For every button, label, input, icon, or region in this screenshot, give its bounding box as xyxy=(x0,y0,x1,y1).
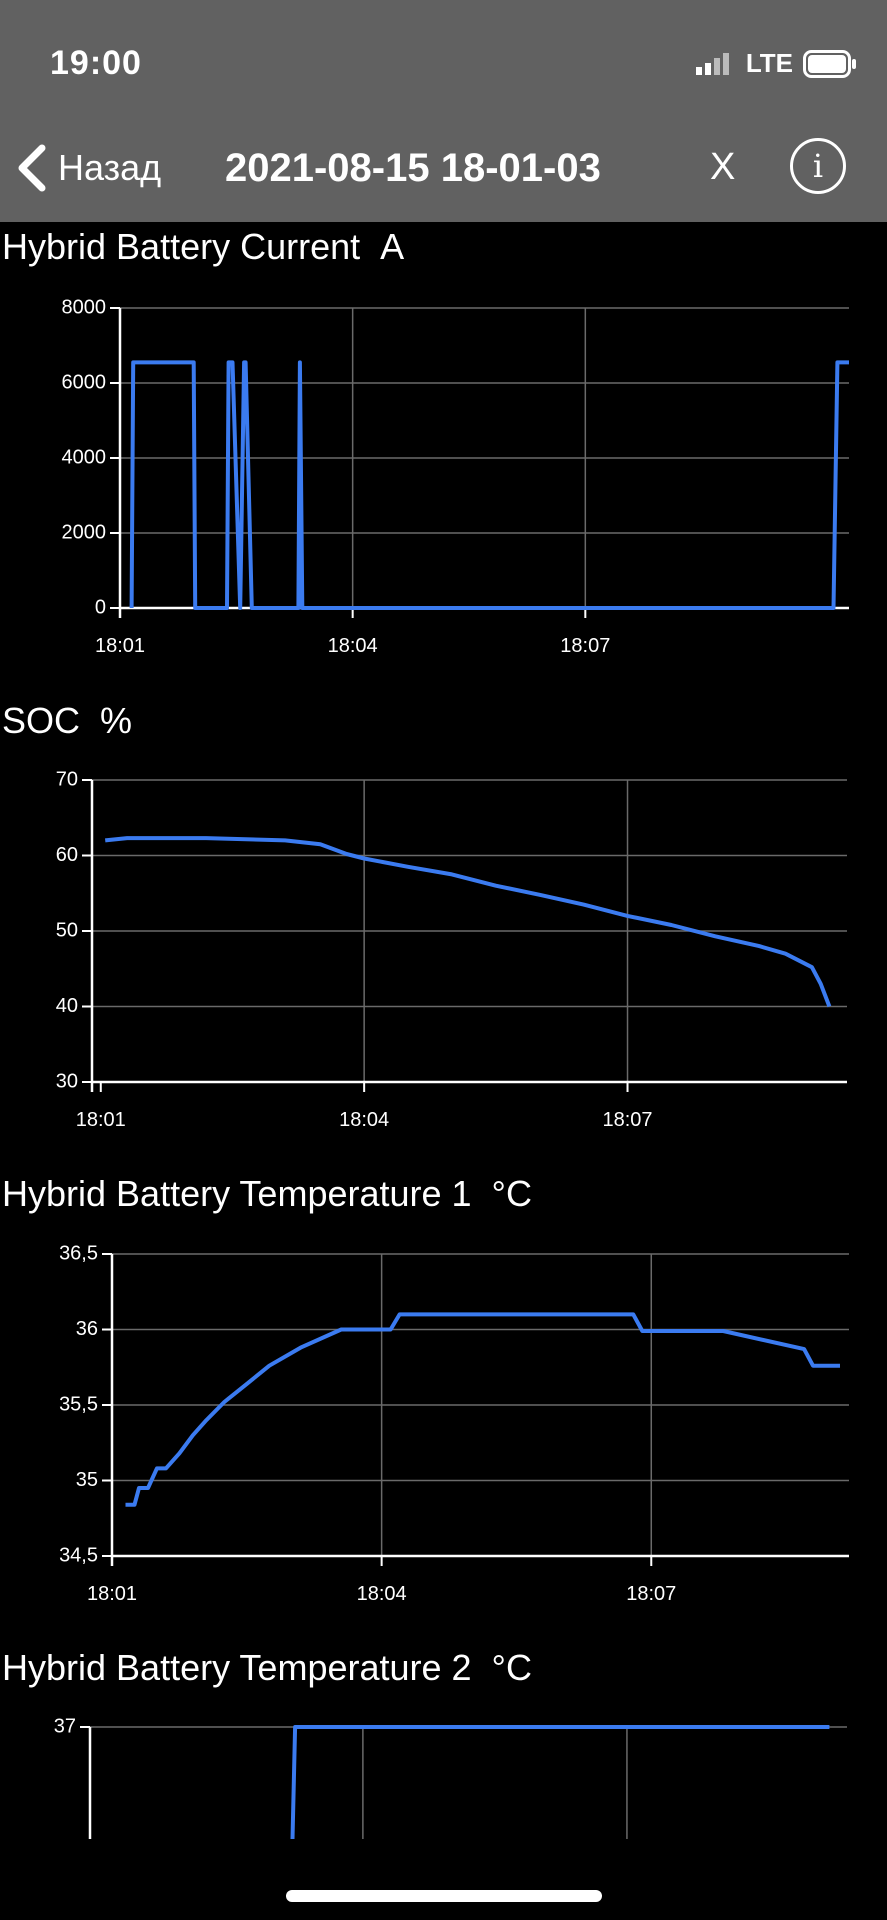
chart-title-current: Hybrid Battery Current A xyxy=(2,226,404,268)
nav-bar: Назад 2021-08-15 18-01-03 X i xyxy=(0,120,887,222)
home-indicator[interactable] xyxy=(286,1890,602,1902)
x-tick-label: 18:04 xyxy=(328,635,378,657)
status-bar: 19:00 LTE xyxy=(0,0,887,120)
x-tick-label: 18:01 xyxy=(95,635,145,657)
y-tick-label: 40 xyxy=(56,995,78,1017)
x-tick-label: 18:07 xyxy=(626,1583,676,1605)
soc-chart: 30 40 50 60 70 18:01 18:04 18:07 xyxy=(56,768,847,1131)
info-button[interactable]: i xyxy=(790,138,846,194)
y-tick-label: 35 xyxy=(76,1469,98,1491)
y-tick-label: 36,5 xyxy=(59,1242,98,1264)
chart-unit: A xyxy=(380,226,405,267)
back-label: Назад xyxy=(58,147,162,188)
x-tick-label: 18:01 xyxy=(76,1109,126,1131)
chart-title-text: Hybrid Battery Temperature 1 xyxy=(2,1173,472,1214)
status-time: 19:00 xyxy=(50,44,142,82)
y-tick-label: 34,5 xyxy=(59,1544,98,1566)
back-button[interactable]: Назад xyxy=(16,144,161,192)
chart-unit: °C xyxy=(491,1173,532,1214)
series-line xyxy=(125,1312,840,1507)
y-tick-label: 35,5 xyxy=(59,1393,98,1415)
x-tick-label: 18:04 xyxy=(339,1109,389,1131)
current-chart: 0 2000 4000 6000 8000 18:01 18:04 18:07 xyxy=(62,296,849,657)
x-tick-label: 18:04 xyxy=(357,1583,407,1605)
page-title: 2021-08-15 18-01-03 xyxy=(225,146,601,190)
chart-title-text: SOC xyxy=(2,700,81,741)
chart-unit: °C xyxy=(491,1647,532,1688)
close-button[interactable]: X xyxy=(710,146,736,188)
chart-unit: % xyxy=(100,700,133,741)
series-line xyxy=(290,1725,830,1840)
y-tick-label: 0 xyxy=(95,596,106,618)
chart-title-temp2: Hybrid Battery Temperature 2 °C xyxy=(2,1647,532,1689)
y-tick-label: 8000 xyxy=(62,296,107,318)
y-tick-label: 6000 xyxy=(62,371,107,393)
y-tick-label: 37 xyxy=(54,1715,76,1737)
y-tick-label: 2000 xyxy=(62,521,107,543)
y-tick-label: 50 xyxy=(56,919,78,941)
network-label: LTE xyxy=(745,48,793,78)
chart-title-temp1: Hybrid Battery Temperature 1 °C xyxy=(2,1173,532,1215)
y-tick-label: 70 xyxy=(56,768,78,790)
y-tick-label: 30 xyxy=(56,1070,78,1092)
status-indicators: LTE xyxy=(695,48,857,79)
series-line xyxy=(104,836,832,1008)
y-tick-label: 60 xyxy=(56,844,78,866)
y-tick-label: 4000 xyxy=(62,446,107,468)
x-tick-label: 18:01 xyxy=(87,1583,137,1605)
y-tick-label: 36 xyxy=(76,1318,98,1340)
x-tick-label: 18:07 xyxy=(602,1109,652,1131)
temp2-chart: 37 xyxy=(54,1715,847,1840)
chart-title-soc: SOC% xyxy=(2,700,132,742)
chart-title-text: Hybrid Battery Current xyxy=(2,226,361,267)
temp1-chart: 34,5 35 35,5 36 36,5 18:01 18:04 18:07 xyxy=(59,1242,849,1605)
x-tick-label: 18:07 xyxy=(560,635,610,657)
info-icon: i xyxy=(812,147,824,185)
battery-icon xyxy=(803,49,856,78)
series-line xyxy=(129,360,849,610)
signal-icon xyxy=(695,52,729,75)
chart-title-text: Hybrid Battery Temperature 2 xyxy=(2,1647,472,1688)
chevron-left-icon xyxy=(18,144,46,192)
